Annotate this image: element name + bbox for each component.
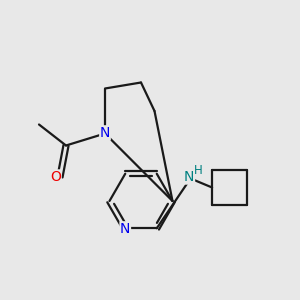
Text: N: N: [184, 170, 194, 184]
Text: O: O: [50, 170, 61, 184]
Text: N: N: [120, 222, 130, 236]
Text: H: H: [194, 164, 202, 177]
Text: N: N: [100, 126, 110, 140]
